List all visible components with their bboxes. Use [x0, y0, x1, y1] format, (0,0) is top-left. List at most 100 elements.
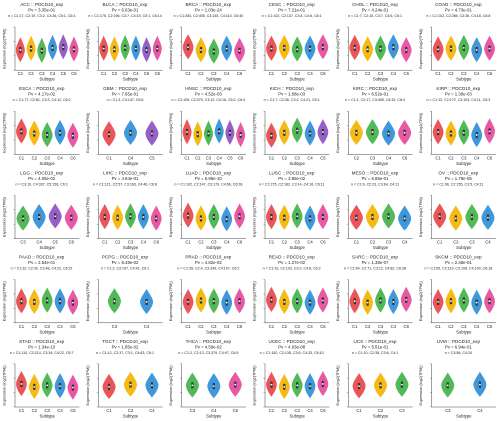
x-tick-label: C6 [320, 408, 326, 413]
median-C4 [475, 134, 478, 136]
median-C6 [488, 300, 491, 303]
panel-title: LIHC :: PDCD10_exp [103, 170, 147, 175]
median-C1 [438, 215, 441, 218]
panel-title: LGG :: PDCD10_exp [20, 170, 63, 175]
median-C6 [322, 46, 324, 49]
median-C6 [488, 47, 491, 50]
median-C3 [296, 129, 299, 132]
x-tick-label: C6 [69, 240, 75, 245]
x-tick-label: C4 [477, 408, 483, 413]
y-axis-label: Expression (log2(TPM)) [86, 112, 90, 153]
x-tick-label: C3 [386, 240, 392, 245]
median-C3 [462, 299, 465, 302]
x-axis-label: Subtype [39, 329, 55, 334]
median-C4 [475, 49, 478, 51]
x-tick-label: C3 [44, 324, 50, 329]
panel-pvalue: Pv = 7.65e-01 [112, 92, 139, 97]
median-C1 [19, 49, 22, 51]
median-C6 [322, 383, 324, 385]
panel-n-counts: n = C1:102, C2:286, C3:36, C4:18, C6:8 [426, 14, 490, 18]
x-tick-label: C4 [307, 324, 313, 329]
panel-pvalue: Pv = 6.52e-01 [362, 92, 389, 97]
median-C2 [33, 385, 36, 388]
panel-title: BRCA :: PDCD10_exp [185, 2, 231, 7]
x-tick-label: C3 [399, 408, 405, 413]
median-C3 [46, 299, 49, 302]
panel-title: MESO :: PDCD10_exp [352, 170, 399, 175]
x-tick-label: C6 [237, 240, 243, 245]
x-tick-label: C4 [474, 155, 480, 160]
x-axis-label: Subtype [289, 414, 305, 419]
x-tick-label: C6 [320, 324, 326, 329]
x-axis-label: Subtype [373, 414, 389, 419]
median-C4 [225, 47, 228, 50]
y-axis-label: Expression (log2(TPM)) [419, 28, 423, 69]
median-C4 [309, 301, 311, 304]
panel-pvalue: Pv = 1.85e-02 [112, 344, 139, 349]
x-tick-label: C6 [70, 408, 76, 413]
x-tick-label: C4 [307, 71, 313, 76]
median-C4 [51, 46, 54, 49]
panel-title: SKCM :: PDCD10_exp [435, 255, 482, 260]
x-tick-label: C5 [61, 71, 67, 76]
panel-pvalue: Pv = 4.73e-01 [445, 8, 472, 13]
x-tick-label: C6 [238, 155, 244, 160]
x-tick-label: C4 [211, 408, 217, 413]
x-tick-label: C6 [71, 71, 77, 76]
x-tick-label: C6 [70, 155, 76, 160]
x-tick-label: C1 [19, 155, 25, 160]
median-C1 [353, 46, 356, 49]
x-axis-label: Subtype [289, 245, 305, 250]
panel-title: PAAD :: PDCD10_exp [19, 255, 65, 260]
x-tick-label: C1 [269, 155, 275, 160]
x-axis-label: Subtype [456, 245, 472, 250]
x-tick-label: C2 [282, 324, 288, 329]
x-tick-label: C3 [294, 71, 300, 76]
x-axis-label: Subtype [373, 245, 389, 250]
median-C4 [475, 301, 478, 304]
median-C1 [355, 216, 358, 219]
y-axis-label: Expression (log2(TPM)) [253, 365, 257, 406]
median-C6 [70, 216, 73, 219]
x-tick-label: C4 [402, 240, 408, 245]
median-C2 [200, 299, 202, 302]
median-C1 [102, 47, 105, 50]
panel-pvalue: Pv = 6.85e-01 [362, 176, 389, 181]
x-tick-label: C1 [269, 408, 275, 413]
x-tick-label: C4 [141, 240, 147, 245]
median-C4 [309, 385, 311, 388]
panel-title: ESCA :: PDCD10_exp [19, 86, 65, 91]
panel-title: OV :: PDCD10_exp [438, 170, 478, 175]
median-C3 [46, 134, 49, 136]
x-tick-label: C6 [237, 324, 243, 329]
y-axis-label: Expression (log2(TPM)) [3, 112, 7, 153]
x-tick-label: C5 [227, 155, 233, 160]
x-tick-label: C3 [128, 240, 134, 245]
y-axis-label: Expression (log2(TPM)) [169, 28, 173, 69]
x-tick-label: C1 [352, 324, 358, 329]
x-tick-label: C4 [50, 71, 56, 76]
x-tick-label: C3 [44, 408, 50, 413]
panel-pvalue: Pv = 3.85e-02 [278, 176, 305, 181]
panel-title: UVM :: PDCD10_exp [437, 339, 481, 344]
x-axis-label: Subtype [373, 329, 389, 334]
panel-n-counts: n = C1:12, C2:37, C3:1, C4:63, C6:1 [96, 351, 154, 355]
x-tick-label: C2 [453, 240, 459, 245]
median-C4 [151, 384, 153, 387]
x-axis-label: Subtype [373, 77, 389, 82]
x-axis-label: Subtype [123, 77, 139, 82]
panel-title: SARC :: PDCD10_exp [352, 255, 398, 260]
x-tick-label: C1 [269, 324, 275, 329]
x-tick-label: C3 [211, 324, 217, 329]
x-tick-label: C4 [57, 155, 63, 160]
median-C1 [437, 301, 439, 303]
panel-n-counts: n = C1:102, C2:137, C3:4, C4:6, C6:1 [262, 14, 322, 18]
panel-title: BLCA :: PDCD10_exp [103, 2, 148, 7]
x-tick-label: C1 [102, 240, 108, 245]
